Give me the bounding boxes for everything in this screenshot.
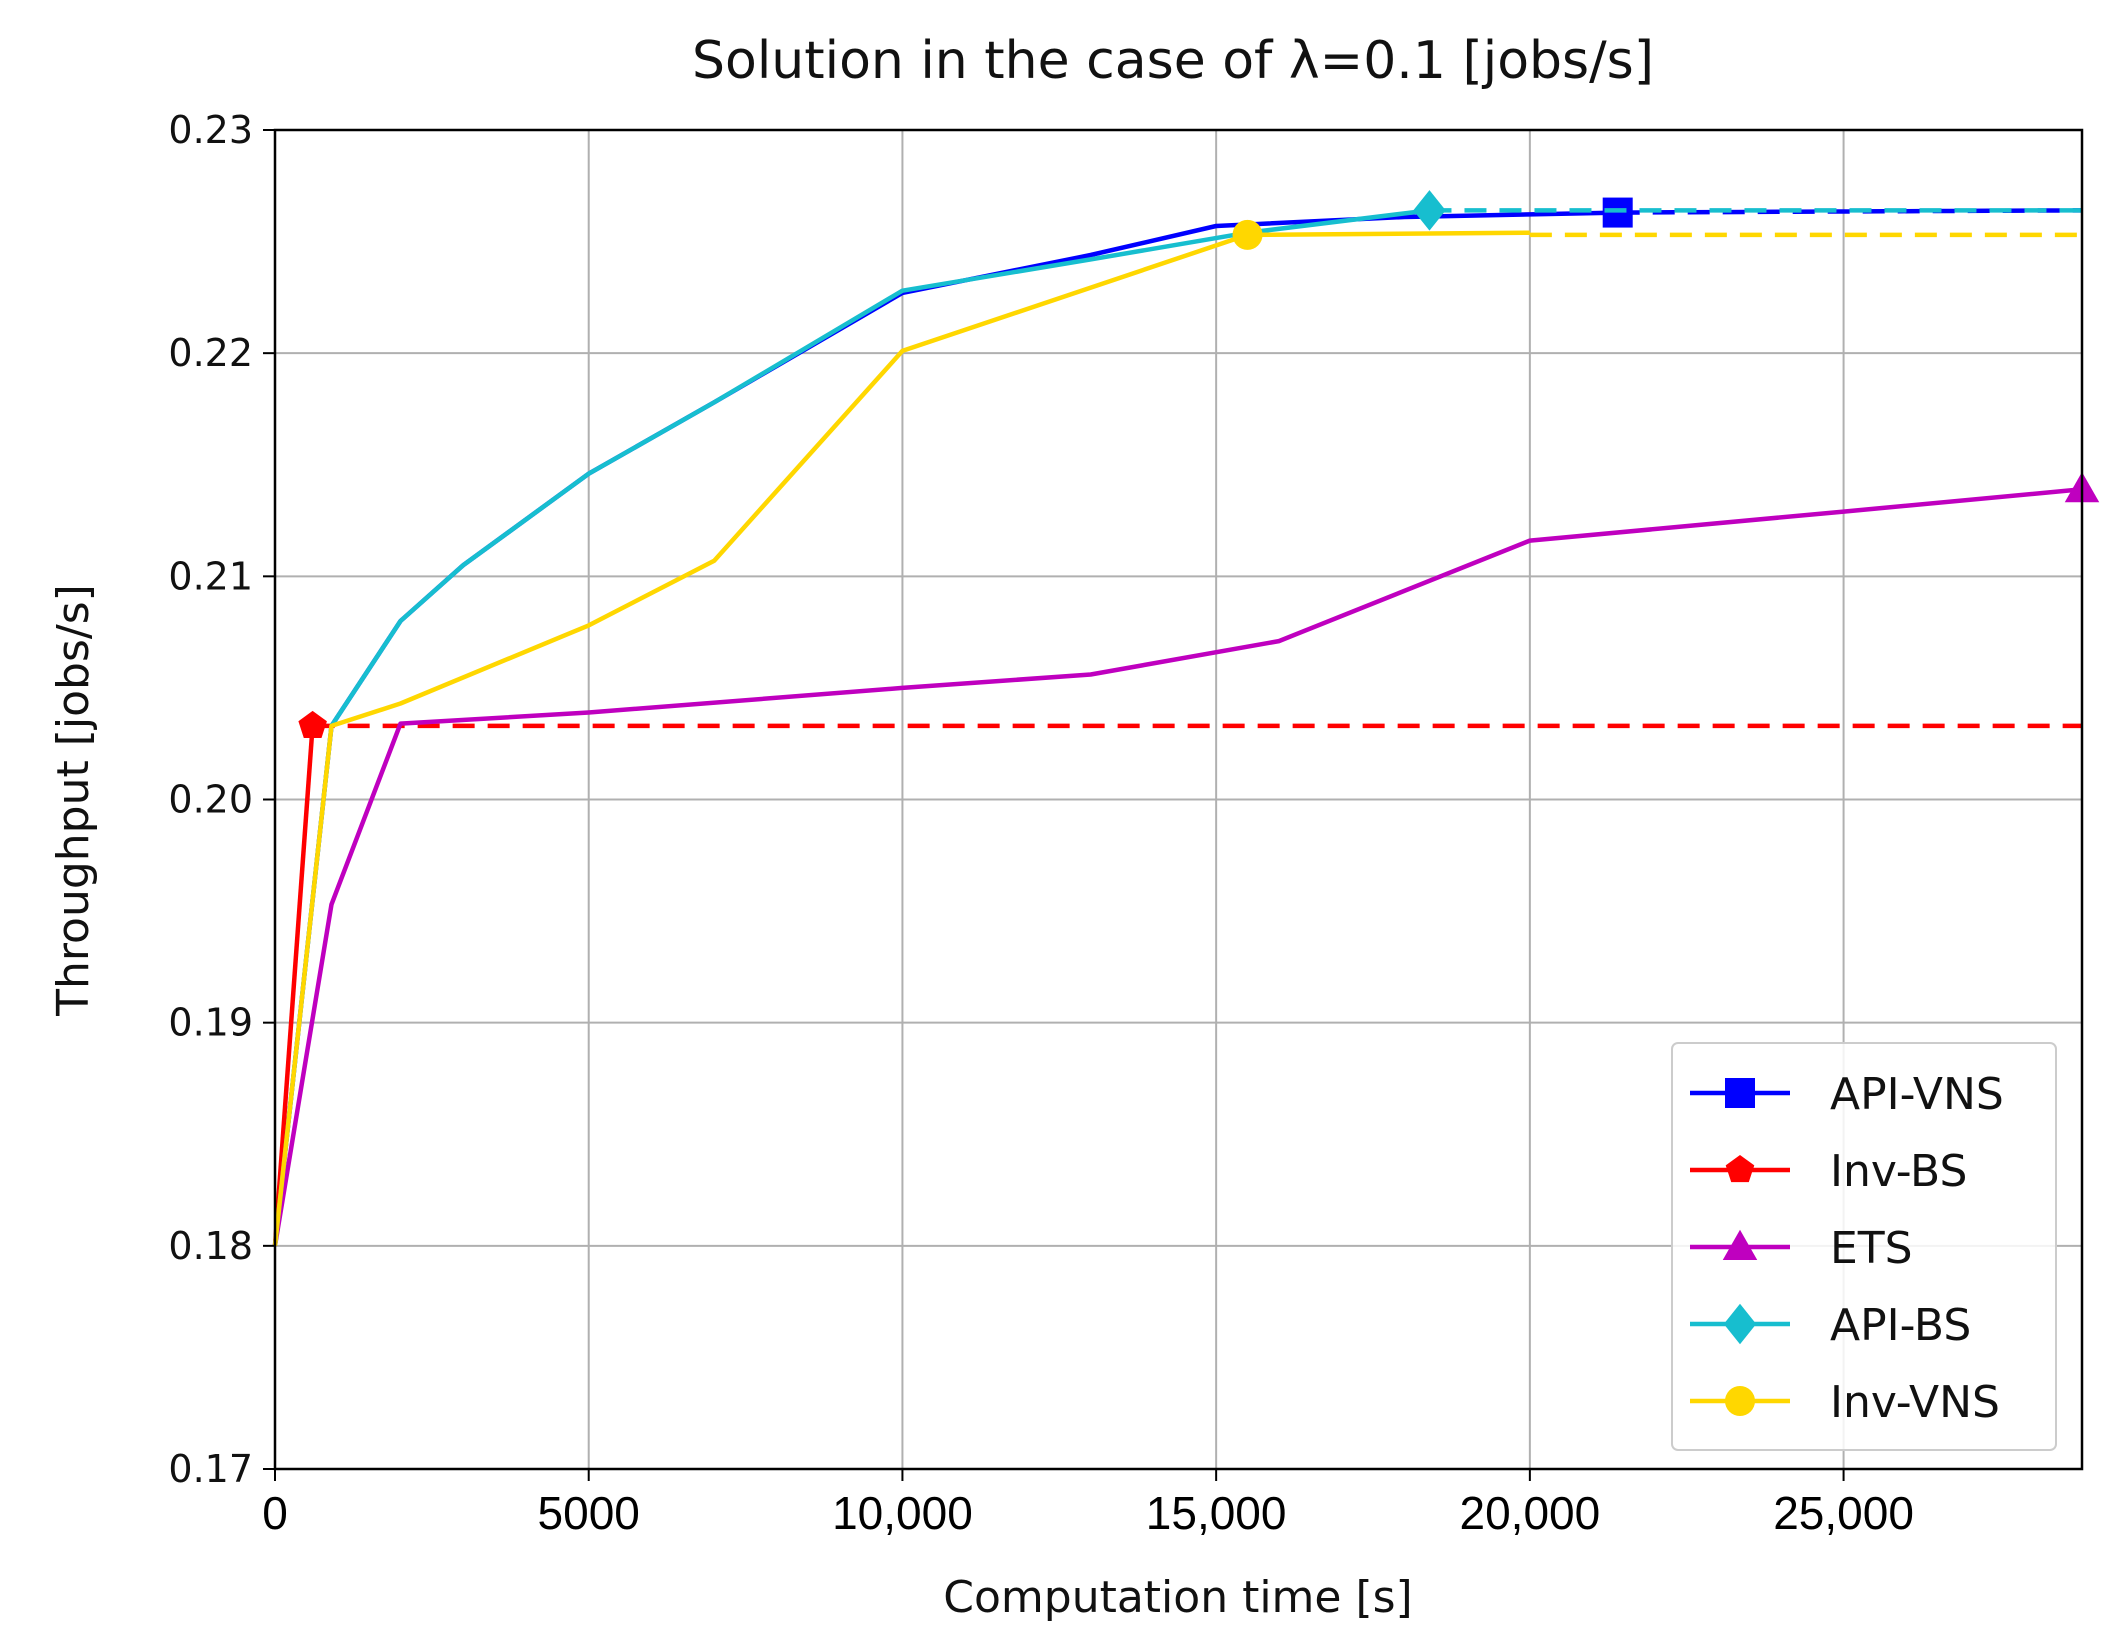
- y-tick-label: 0.20: [168, 778, 253, 822]
- y-tick-label: 0.18: [168, 1224, 253, 1268]
- x-axis-label: Computation time [s]: [943, 1572, 1412, 1623]
- legend-item-api-vns: API-VNS: [1690, 1069, 2004, 1120]
- legend-item-api-bs: API-BS: [1690, 1300, 1971, 1351]
- y-tick-label: 0.21: [168, 554, 253, 598]
- series-line: [272, 230, 1530, 1247]
- legend-box: [1671, 1042, 2057, 1451]
- y-tick-label: 0.22: [168, 331, 253, 375]
- series-final-marker: [1232, 219, 1263, 250]
- x-tick-label: 25,000: [1773, 1487, 1914, 1539]
- legend-marker: [1725, 1078, 1755, 1108]
- chart-title: Solution in the case of λ=0.1 [jobs/s]: [692, 31, 1654, 91]
- x-tick-label: 15,000: [1146, 1487, 1287, 1539]
- x-tick-label: 20,000: [1460, 1487, 1601, 1539]
- legend-label: Inv-VNS: [1830, 1377, 2000, 1428]
- legend: API-VNS Inv-BS ETS API-BS Inv-VNS: [1671, 1042, 2057, 1451]
- y-tick-label: 0.19: [168, 1001, 253, 1045]
- series-line: [272, 210, 1618, 1247]
- legend-item-inv-vns: Inv-VNS: [1690, 1377, 2000, 1428]
- series-layer: [272, 190, 2100, 1247]
- legend-marker: [1725, 1155, 1755, 1183]
- legend-item-inv-bs: Inv-BS: [1690, 1146, 1967, 1197]
- series-inv-bs: [272, 710, 2082, 1246]
- x-tick-label: 5000: [538, 1487, 640, 1539]
- legend-label: API-VNS: [1830, 1069, 2004, 1120]
- series-line: [272, 487, 2083, 1247]
- legend-label: ETS: [1830, 1223, 1913, 1274]
- legend-label: Inv-BS: [1830, 1146, 1967, 1197]
- x-tick-label: 10,000: [832, 1487, 973, 1539]
- series-line: [272, 208, 1430, 1247]
- y-axis: 0.17 0.18 0.19 0.20 0.21 0.22 0.23: [168, 108, 275, 1491]
- series-final-marker: [1413, 190, 1446, 231]
- series-line: [272, 725, 315, 1246]
- series-final-marker: [298, 710, 327, 738]
- x-axis: 0 5000 10,000 15,000 20,000 25,000: [262, 1469, 1914, 1539]
- y-tick-label: 0.23: [168, 108, 253, 152]
- legend-item-ets: ETS: [1690, 1223, 1913, 1274]
- legend-label: API-BS: [1830, 1300, 1971, 1351]
- x-tick-label: 0: [262, 1487, 288, 1539]
- y-axis-label: Throughput [jobs/s]: [48, 584, 99, 1017]
- y-tick-label: 0.17: [168, 1447, 253, 1491]
- legend-marker: [1723, 1303, 1757, 1345]
- legend-marker: [1722, 1229, 1758, 1260]
- legend-marker: [1725, 1386, 1755, 1416]
- series-api-bs: [272, 190, 2082, 1247]
- series-inv-vns: [272, 219, 2082, 1247]
